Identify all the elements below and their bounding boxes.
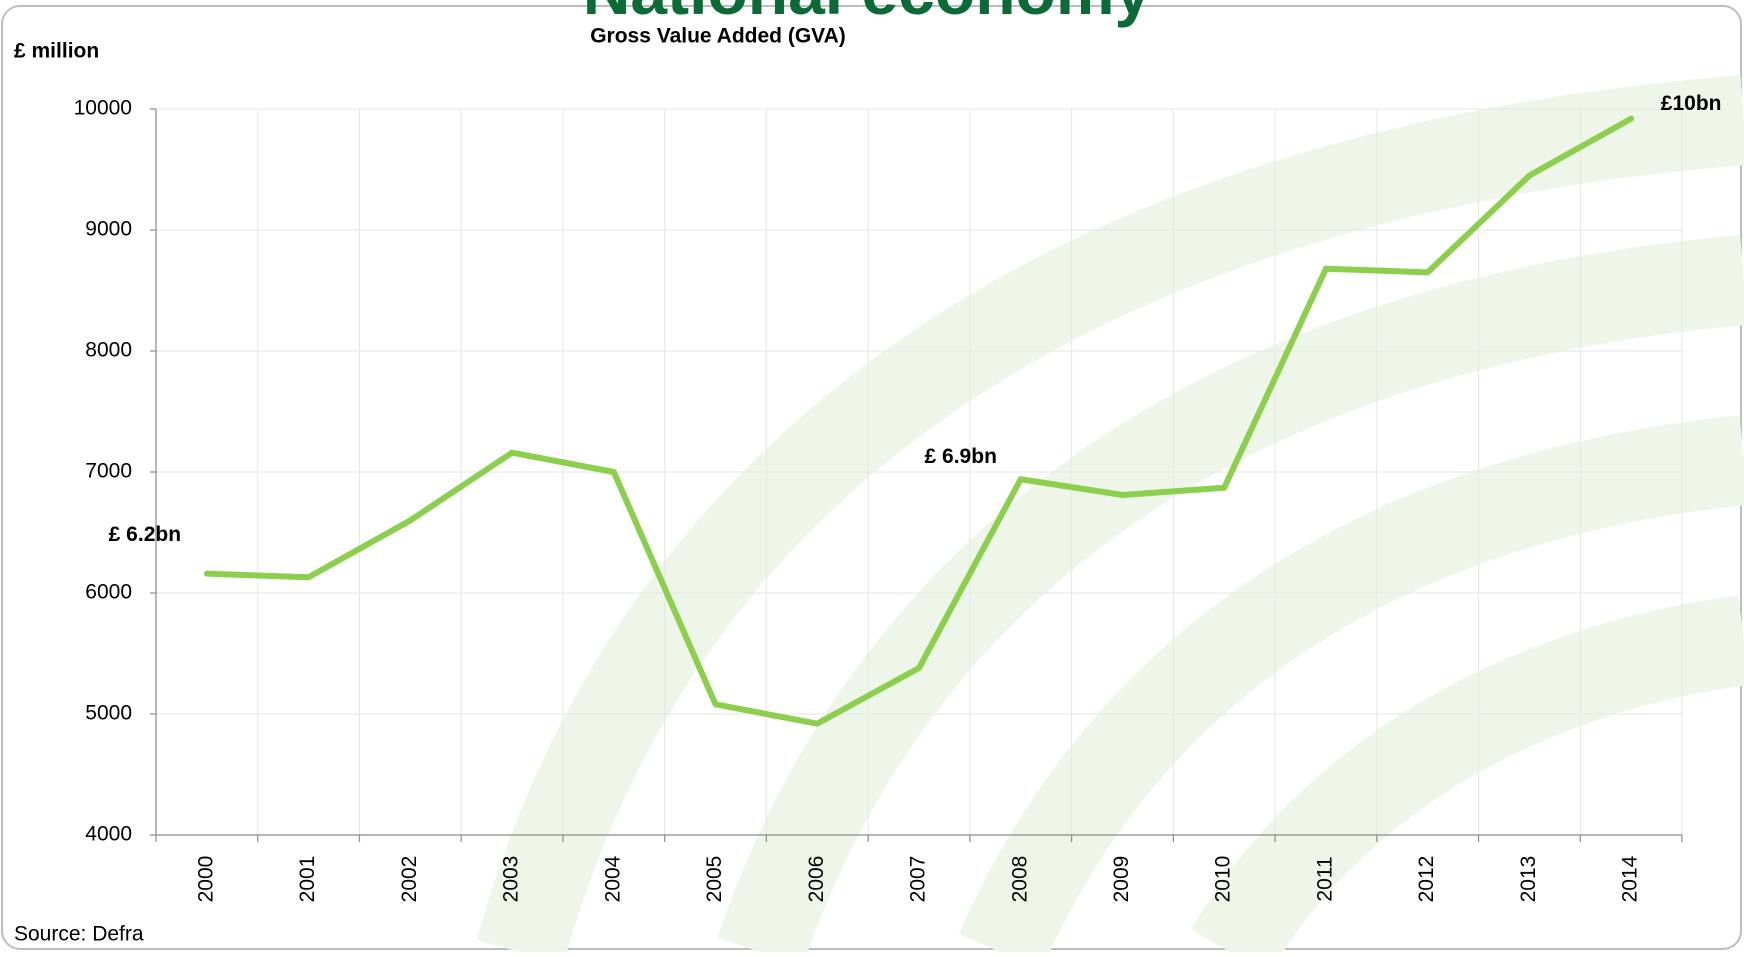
x-tick-label: 2011 — [1313, 856, 1336, 901]
y-tick-label: 5000 — [85, 702, 132, 725]
x-tick-label: 2008 — [1008, 856, 1031, 903]
page: National economy Gross Value Added (GVA)… — [0, 0, 1744, 952]
y-tick-label: 10000 — [74, 97, 132, 120]
x-tick-label: 2006 — [805, 856, 828, 903]
y-tick-label: 4000 — [85, 823, 132, 846]
x-tick-label: 2003 — [500, 856, 523, 903]
chart: National economy Gross Value Added (GVA)… — [0, 0, 1744, 952]
x-tick-label: 2010 — [1212, 856, 1235, 903]
x-tick-label: 2009 — [1110, 856, 1133, 903]
y-tick-label: 7000 — [85, 460, 132, 483]
x-tick-label: 2012 — [1415, 856, 1438, 903]
x-tick-label: 2013 — [1517, 856, 1540, 903]
source: Source: Defra — [14, 923, 144, 946]
x-tick-label: 2002 — [398, 856, 421, 903]
x-tick-label: 2014 — [1619, 855, 1642, 902]
y-axis-label: £ million — [14, 40, 99, 63]
x-tick-label: 2004 — [601, 855, 624, 902]
y-tick-label: 6000 — [85, 581, 132, 604]
annotation: £ 6.9bn — [925, 445, 997, 468]
x-tick-label: 2007 — [907, 856, 930, 903]
y-tick-label: 8000 — [85, 339, 132, 362]
annotation: £ 6.2bn — [109, 523, 181, 546]
x-tick-label: 2000 — [194, 856, 217, 903]
x-tick-label: 2001 — [296, 856, 319, 903]
y-tick-label: 9000 — [85, 218, 132, 241]
x-tick-label: 2005 — [703, 856, 726, 903]
chart-title: Gross Value Added (GVA) — [590, 25, 846, 48]
annotation: £10bn — [1661, 92, 1722, 115]
